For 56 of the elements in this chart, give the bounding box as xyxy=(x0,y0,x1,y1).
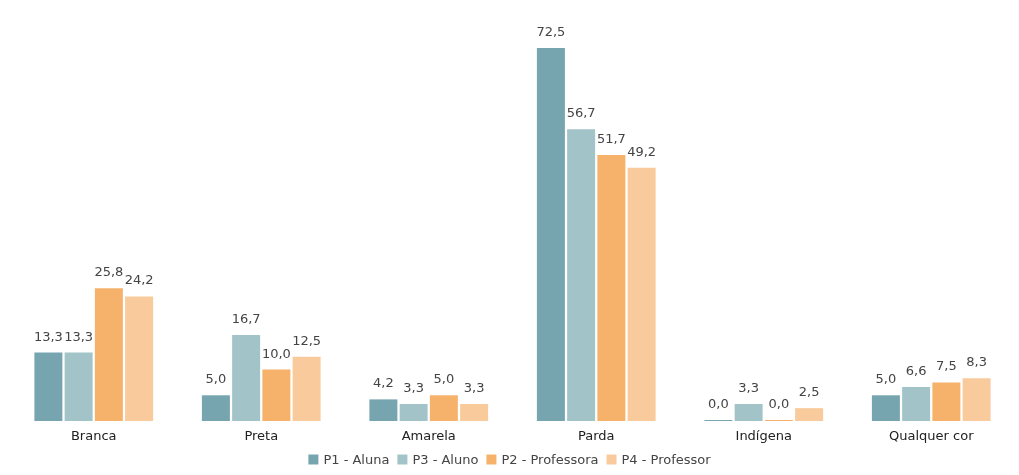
data-label: 3,3 xyxy=(463,380,485,396)
bar xyxy=(429,395,458,421)
bar xyxy=(232,335,261,421)
data-label: 5,0 xyxy=(875,371,897,387)
bar xyxy=(962,378,991,421)
bar xyxy=(932,382,961,421)
data-label: 0,0 xyxy=(708,396,729,411)
data-label: 3,3 xyxy=(403,380,424,396)
data-label: 16,7 xyxy=(231,311,261,327)
x-tick-label: Qualquer cor xyxy=(889,428,975,443)
data-label: 13,3 xyxy=(64,328,94,344)
data-label: 3,3 xyxy=(738,380,759,396)
bar xyxy=(94,288,123,421)
data-label: 12,5 xyxy=(292,332,322,348)
data-label: 72,5 xyxy=(536,24,566,39)
data-label: 8,3 xyxy=(966,354,987,370)
bar xyxy=(369,399,398,421)
bar xyxy=(125,296,154,421)
data-label: 2,5 xyxy=(798,384,820,400)
bar xyxy=(567,129,596,421)
bar xyxy=(262,369,291,421)
data-label: 7,5 xyxy=(936,358,957,374)
legend-label: P3 - Aluno xyxy=(412,452,479,467)
data-label: 24,2 xyxy=(124,272,154,288)
bar xyxy=(64,352,93,421)
data-label: 51,7 xyxy=(596,131,626,147)
bar xyxy=(597,155,626,421)
x-tick-label: Branca xyxy=(70,428,117,443)
bar xyxy=(201,395,230,421)
data-label: 10,0 xyxy=(261,345,291,361)
data-label: 4,2 xyxy=(373,375,394,391)
legend-label: P2 - Professora xyxy=(501,452,599,467)
data-label: 56,7 xyxy=(566,105,596,121)
data-label: 5,0 xyxy=(205,371,227,387)
x-tick-label: Indígena xyxy=(735,428,792,443)
bar xyxy=(536,48,565,421)
bar xyxy=(627,167,656,421)
bar xyxy=(292,356,321,421)
bar xyxy=(795,408,824,421)
data-label: 5,0 xyxy=(433,371,455,387)
data-label: 13,3 xyxy=(33,328,63,344)
bar xyxy=(871,395,900,421)
bar xyxy=(460,404,489,421)
data-label: 25,8 xyxy=(94,264,124,280)
legend-label: P1 - Aluna xyxy=(323,452,390,467)
bar xyxy=(734,404,763,421)
data-label: 6,6 xyxy=(905,363,927,379)
bar xyxy=(902,387,931,421)
data-label: 0,0 xyxy=(768,396,790,411)
x-tick-label: Parda xyxy=(577,428,615,443)
x-tick-label: Amarela xyxy=(401,428,456,443)
bar xyxy=(34,352,63,421)
x-tick-label: Preta xyxy=(244,428,279,443)
bar xyxy=(399,404,428,421)
data-label: 49,2 xyxy=(627,143,657,159)
legend-label: P4 - Professor xyxy=(621,452,712,467)
